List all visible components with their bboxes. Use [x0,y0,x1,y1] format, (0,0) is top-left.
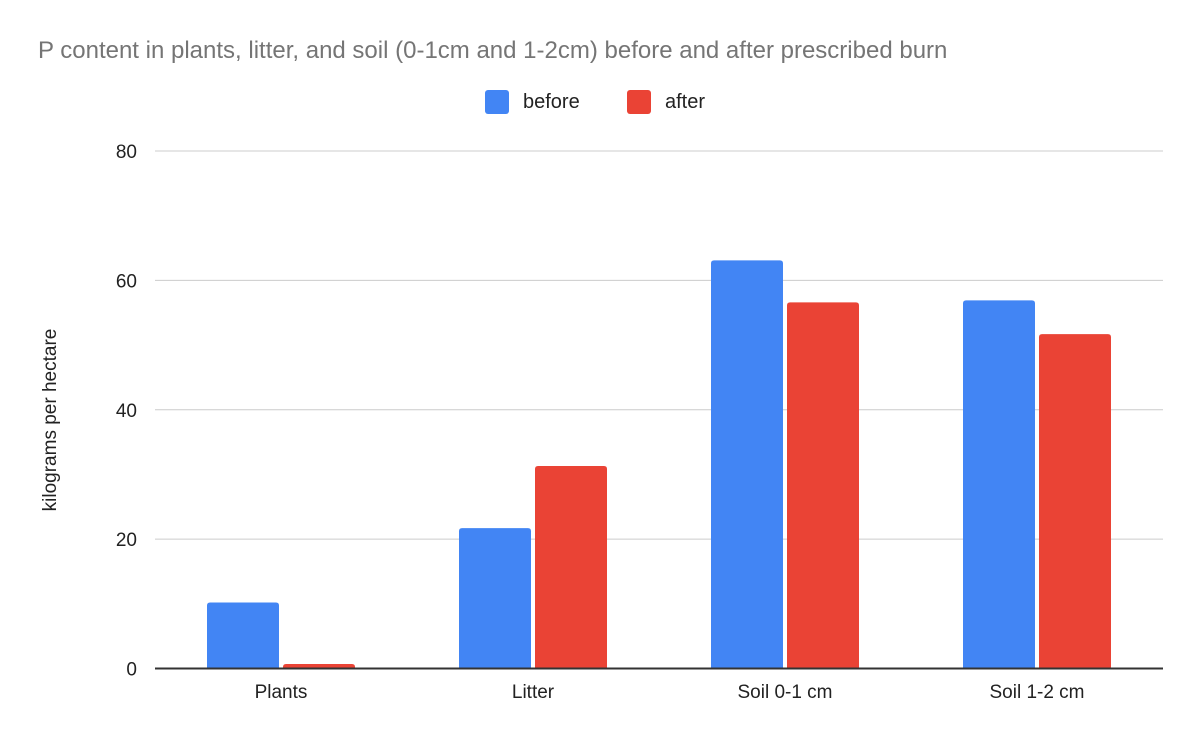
y-tick-label: 60 [116,271,137,292]
bars [155,260,1163,670]
legend-label-after: after [665,91,705,113]
x-tick-label: Litter [512,682,555,703]
y-tick-label: 0 [126,660,137,681]
bar-after [283,663,355,669]
x-tick-label: Soil 0-1 cm [737,682,832,703]
y-tick-label: 20 [116,530,137,551]
y-tick-label: 40 [116,401,137,422]
legend-label-before: before [523,91,580,113]
x-axis-labels: Plants Litter Soil 0-1 cm Soil 1-2 cm [255,682,1085,703]
x-tick-label: Plants [255,682,308,703]
bar-after [1039,334,1111,669]
y-axis-label: kilograms per hectare [40,329,61,512]
legend-swatch-before [485,90,509,114]
legend: before after [485,90,705,114]
bar-before [963,300,1035,669]
bar-after [787,302,859,669]
bar-before [459,528,531,669]
chart-title: P content in plants, litter, and soil (0… [38,37,947,64]
x-tick-label: Soil 1-2 cm [989,682,1084,703]
legend-swatch-after [627,90,651,114]
bar-after [535,466,607,669]
y-tick-label: 80 [116,142,137,163]
bar-before [207,602,279,669]
bar-before [711,260,783,669]
